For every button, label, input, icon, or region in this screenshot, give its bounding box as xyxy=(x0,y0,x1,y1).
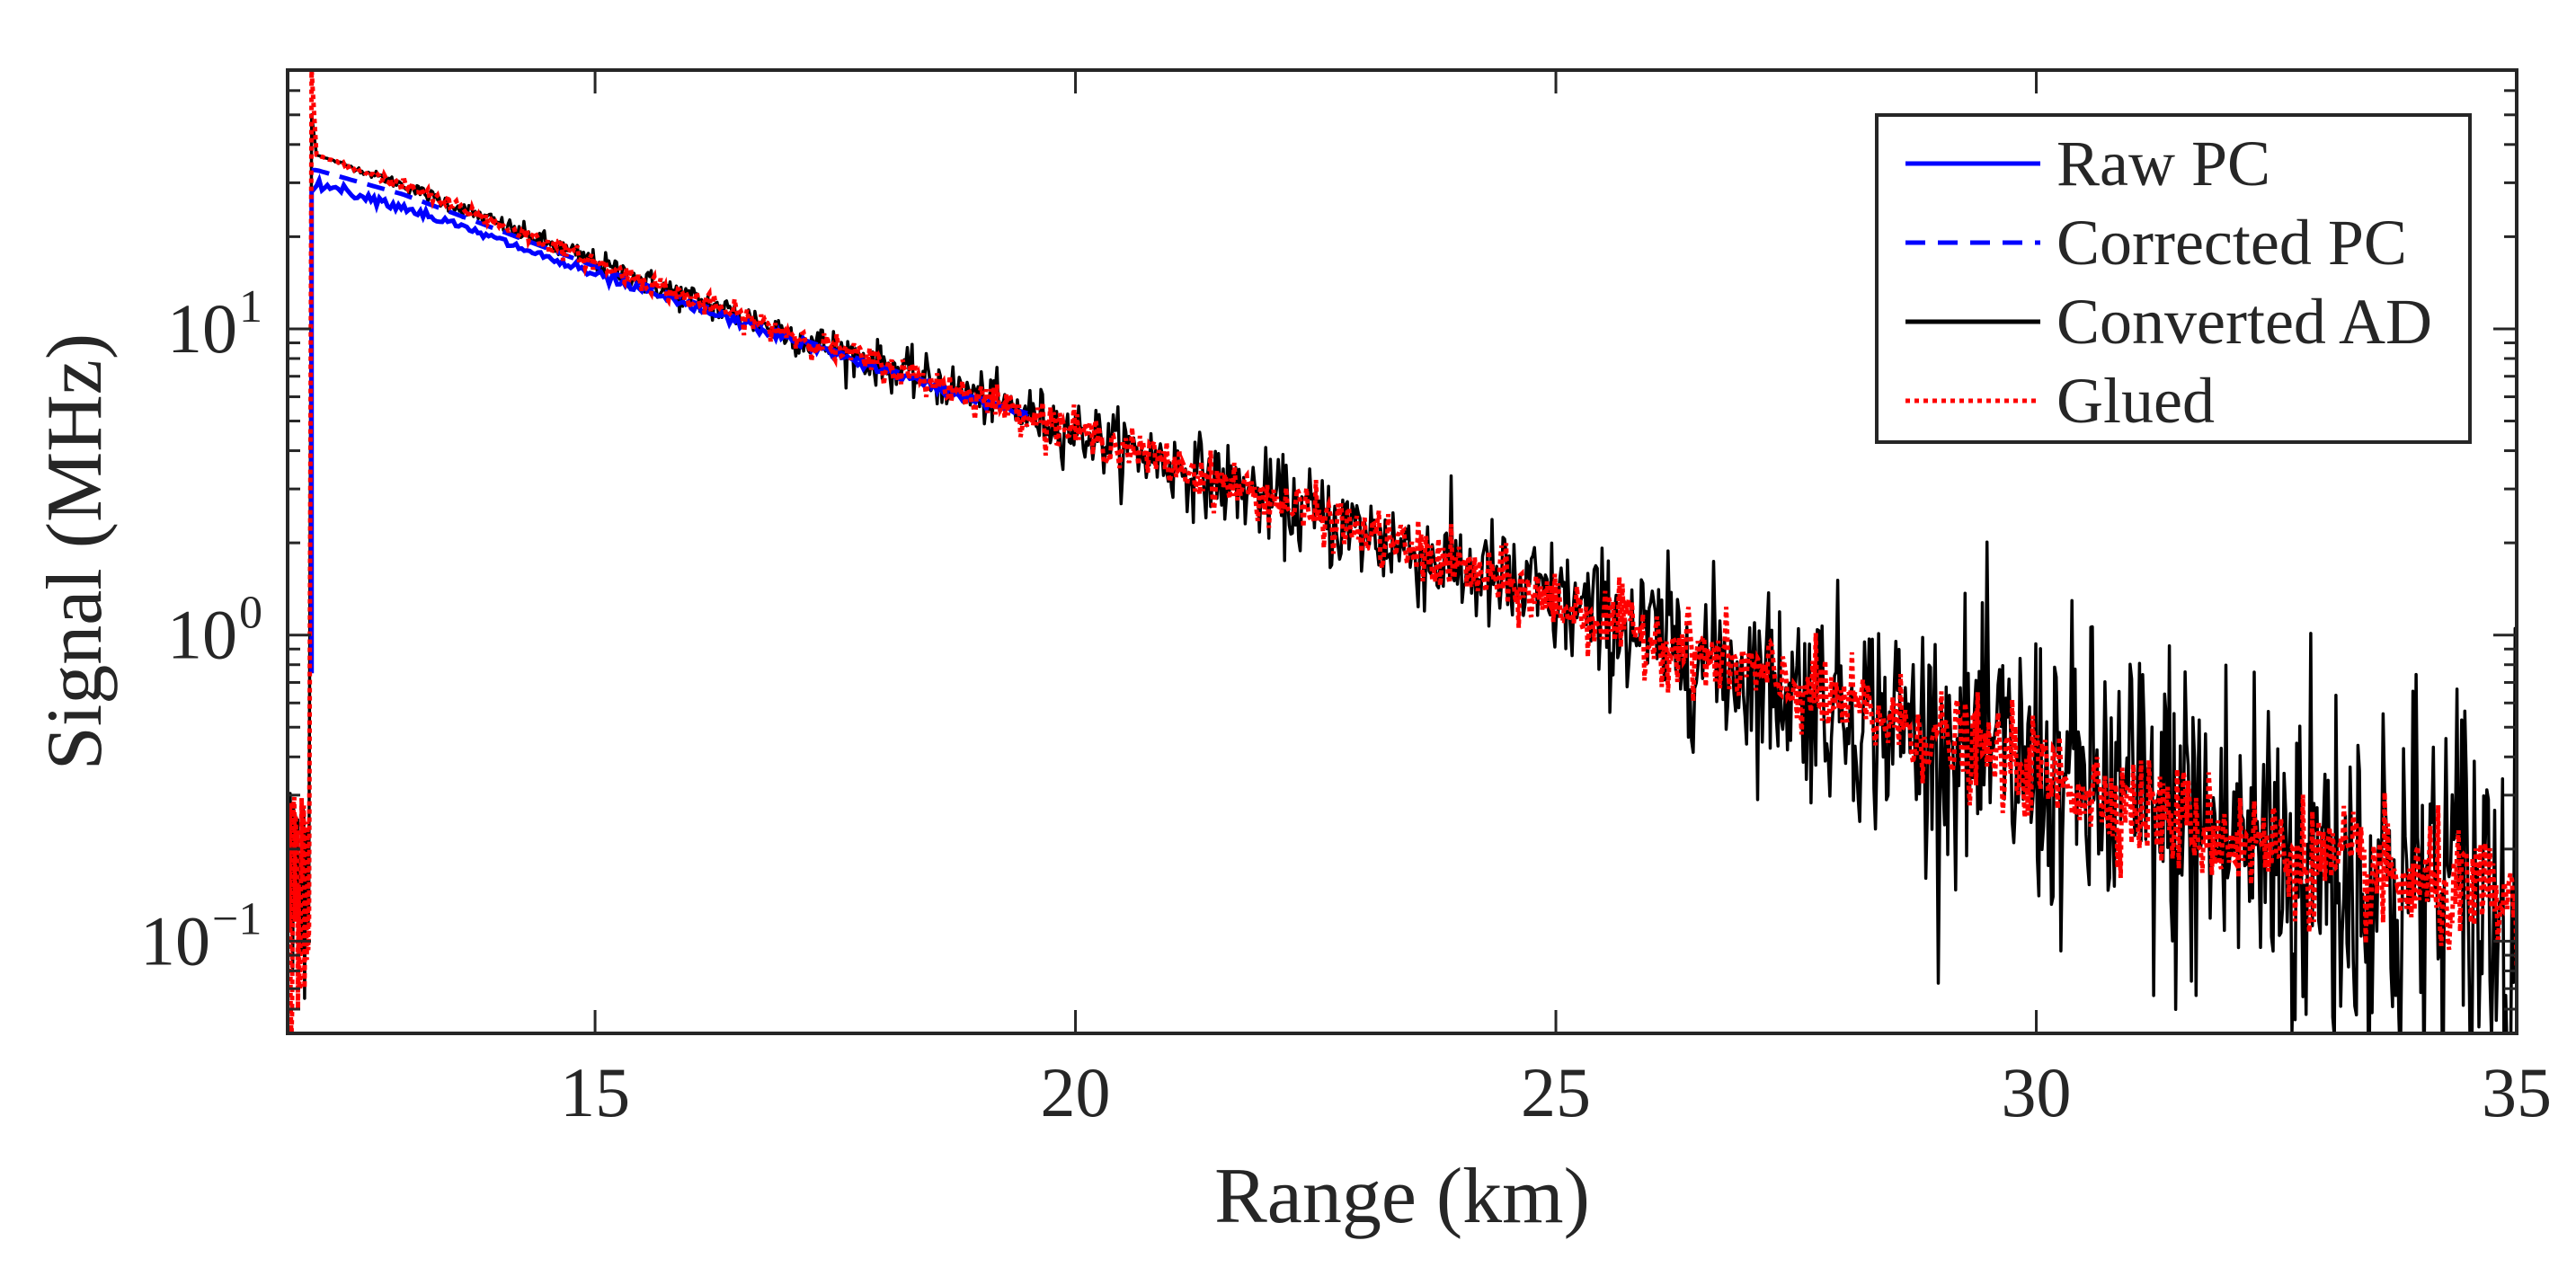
plot-frame xyxy=(286,68,2518,1035)
legend-label-glued: Glued xyxy=(2056,365,2215,437)
y-tick-exponent: 0 xyxy=(239,588,262,639)
y-tick-base: 10 xyxy=(167,596,237,674)
x-tick-label: 25 xyxy=(1521,1053,1591,1131)
y-tick-label: 10 0 xyxy=(167,588,262,674)
y-tick-label: 10 −1 xyxy=(140,893,262,979)
x-tick-label: 30 xyxy=(2002,1053,2072,1131)
legend-label-raw-pc: Raw PC xyxy=(2056,128,2270,199)
x-tick-label: 35 xyxy=(2482,1053,2552,1131)
series-layer xyxy=(288,70,2517,1033)
y-tick-base: 10 xyxy=(140,901,210,979)
y-tick-exponent: −1 xyxy=(212,893,262,944)
series-glued xyxy=(288,70,2517,1033)
x-tick-label: 20 xyxy=(1041,1053,1111,1131)
legend-label-converted-ad: Converted AD xyxy=(2056,286,2432,358)
x-axis-title: Range (km) xyxy=(1214,1153,1590,1240)
x-tick-label: 15 xyxy=(560,1053,630,1131)
legend-label-corrected-pc: Corrected PC xyxy=(2056,207,2407,279)
legend: Raw PC Corrected PC Converted AD Glued xyxy=(1875,113,2472,444)
legend-box xyxy=(1875,113,2472,444)
tick-layer xyxy=(288,68,2518,1035)
y-tick-label: 10 1 xyxy=(167,281,262,368)
series-converted-ad xyxy=(288,113,2517,1033)
x-tick-labels: 15 20 25 30 35 xyxy=(560,1053,2552,1131)
y-axis-title: Signal (MHz) xyxy=(31,333,119,770)
y-tick-exponent: 1 xyxy=(239,281,262,332)
y-tick-base: 10 xyxy=(167,289,237,368)
